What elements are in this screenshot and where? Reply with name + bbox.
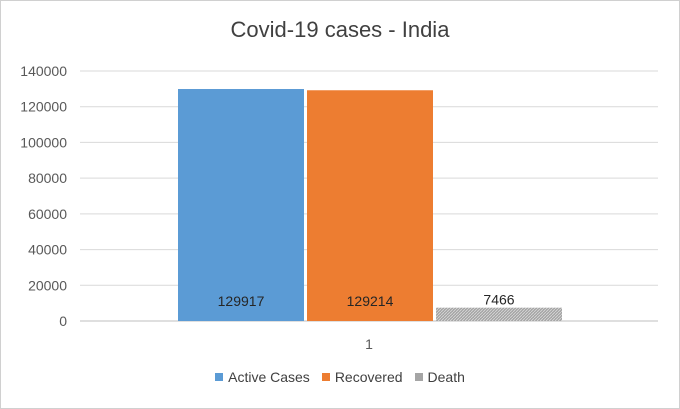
y-tick-label: 60000 [28, 206, 67, 222]
legend-label: Death [427, 369, 465, 385]
y-tick-label: 20000 [28, 277, 67, 293]
bar-recovered [307, 90, 433, 321]
y-tick-label: 120000 [20, 99, 67, 115]
data-label: 129917 [218, 293, 265, 309]
legend: Active Cases Recovered Death [0, 369, 680, 385]
legend-item: Recovered [321, 369, 403, 385]
legend-swatch [414, 373, 423, 381]
legend-label: Recovered [334, 369, 403, 385]
data-label: 7466 [483, 292, 514, 308]
legend-label: Active Cases [228, 369, 310, 385]
y-tick-label: 40000 [28, 242, 67, 258]
y-tick-label: 80000 [28, 170, 67, 186]
y-tick-label: 100000 [20, 134, 67, 150]
bar-death [436, 307, 562, 321]
legend-swatch [215, 373, 224, 381]
x-tick-label: 1 [365, 336, 373, 352]
chart-title: Covid-19 cases - India [230, 17, 450, 42]
y-tick-label: 0 [59, 313, 67, 329]
legend-item: Death [414, 369, 465, 385]
legend-item: Active Cases [215, 369, 310, 385]
legend-swatch [321, 373, 330, 381]
y-tick-label: 140000 [20, 63, 67, 79]
bar-active-cases [178, 89, 304, 321]
data-label: 129214 [347, 293, 394, 309]
